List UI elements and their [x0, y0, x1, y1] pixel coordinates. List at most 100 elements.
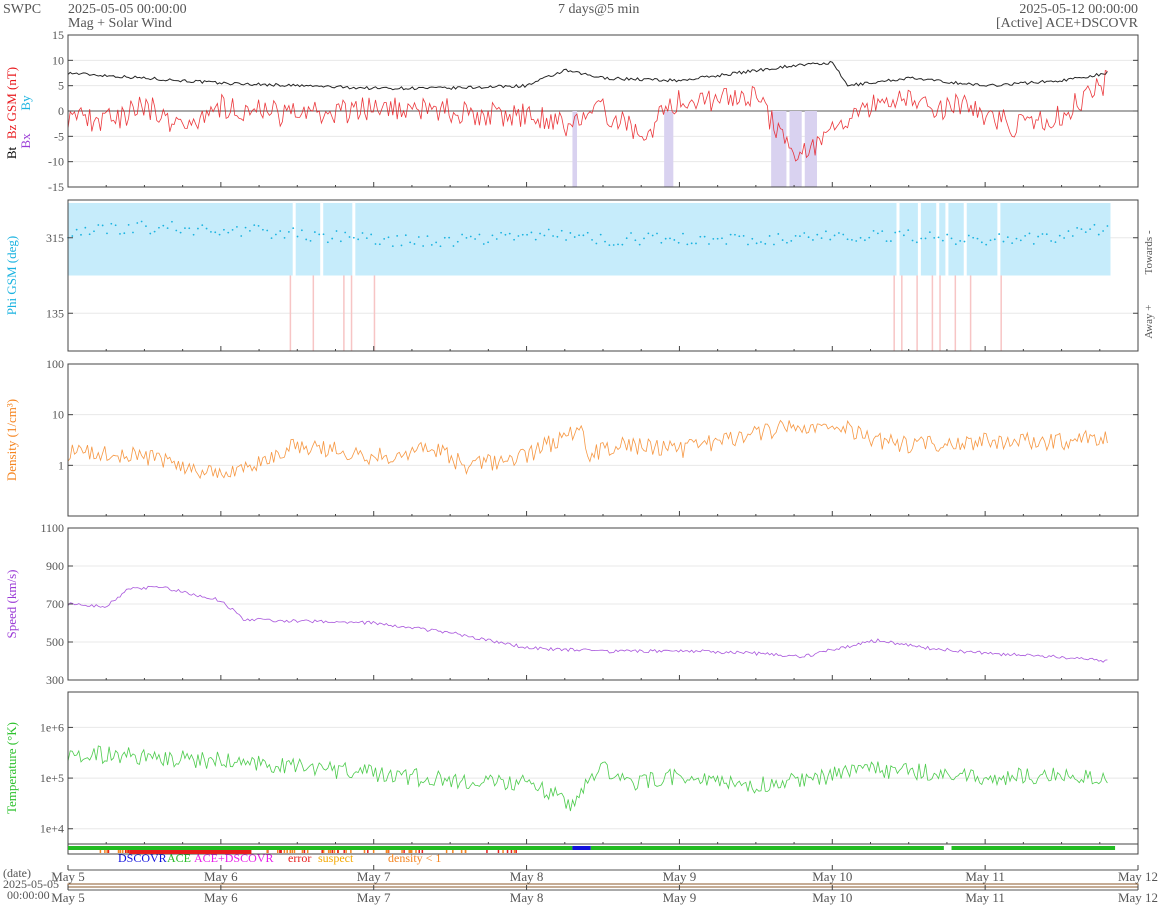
phi-gap — [896, 203, 900, 276]
phi-point — [1063, 237, 1066, 239]
speed-ytick-label: 1100 — [40, 521, 64, 535]
temperature-ytick-label: 1e+4 — [40, 822, 64, 836]
source-flag — [515, 850, 517, 853]
phi-point — [205, 227, 208, 230]
source-flag — [345, 850, 347, 853]
phi-series-phi-gsm — [67, 220, 1109, 248]
phi-away-band — [893, 275, 895, 351]
phi-point — [521, 233, 524, 236]
date-axis-bottom-tick-label: May 12 — [1118, 890, 1158, 905]
source-flag — [372, 850, 375, 853]
source-flag — [418, 850, 420, 853]
source-flag — [415, 850, 417, 853]
phi-point — [677, 241, 680, 244]
phi-point — [361, 232, 364, 234]
phi-gap — [963, 203, 967, 276]
phi-point — [179, 231, 182, 234]
phi-point — [1071, 235, 1074, 237]
phi-away-band — [939, 275, 941, 351]
phi-point — [339, 240, 342, 243]
phi-away-band — [312, 275, 315, 351]
date-axis-time: 00:00:00 — [7, 888, 50, 902]
phi-point — [786, 241, 788, 244]
phi-point — [75, 228, 78, 231]
phi-point — [426, 235, 429, 238]
phi-point — [101, 224, 104, 227]
phi-point — [461, 233, 464, 236]
phi-point — [261, 228, 264, 231]
phi-point — [941, 239, 944, 242]
phi-point — [959, 240, 962, 242]
phi-point — [993, 238, 996, 241]
mag-ytick-label: 10 — [52, 53, 64, 67]
source-flag — [124, 850, 127, 853]
phi-point — [352, 236, 355, 239]
phi-point — [556, 235, 559, 238]
phi-point — [1037, 235, 1040, 238]
phi-point — [365, 237, 368, 240]
phi-point — [413, 243, 416, 245]
phi-point — [1076, 227, 1079, 229]
phi-point — [894, 231, 897, 234]
phi-point — [695, 242, 697, 245]
phi-point — [383, 237, 386, 240]
phi-point — [760, 241, 762, 243]
source-segment-ace — [951, 846, 1116, 850]
phi-away-band — [289, 275, 292, 351]
phi-point — [972, 236, 975, 239]
phi-ylabel: Phi GSM (deg) — [4, 236, 19, 315]
phi-gap — [997, 203, 1001, 276]
phi-point — [88, 233, 91, 236]
phi-point — [816, 233, 819, 236]
phi-point — [149, 232, 152, 235]
source-flag — [306, 850, 309, 853]
phi-point — [287, 231, 290, 233]
phi-gap — [292, 203, 296, 276]
phi-point — [322, 233, 325, 236]
phi-point — [933, 236, 936, 239]
phi-point — [97, 224, 100, 226]
phi-point — [937, 236, 940, 239]
phi-point — [1084, 231, 1087, 234]
source-flag — [121, 850, 124, 853]
phi-point — [500, 231, 502, 234]
phi-point — [803, 232, 806, 234]
phi-point — [210, 231, 212, 233]
source-flag — [421, 850, 424, 853]
date-axis-strip — [67, 883, 1139, 888]
phi-point — [851, 238, 853, 241]
date-axis-top-tick-label: May 5 — [51, 869, 85, 884]
phi-point — [768, 235, 771, 237]
phi-point — [928, 231, 931, 234]
phi-point — [647, 232, 650, 235]
phi-point — [1054, 241, 1057, 243]
phi-point — [1097, 233, 1100, 236]
speed-ytick-label: 700 — [46, 597, 64, 611]
phi-point — [963, 240, 966, 243]
phi-point — [838, 232, 840, 234]
phi-point — [876, 232, 879, 235]
phi-point — [374, 243, 377, 245]
phi-point — [902, 234, 905, 237]
phi-point — [214, 231, 217, 234]
phi-point — [656, 232, 658, 235]
temperature-ytick-label: 1e+5 — [40, 771, 64, 785]
phi-away-band — [343, 275, 345, 351]
phi-point — [578, 234, 580, 237]
phi-point — [110, 222, 113, 225]
phi-point — [673, 239, 676, 241]
speed-ytick-label: 500 — [46, 635, 64, 649]
phi-point — [915, 241, 918, 244]
phi-gap — [917, 203, 921, 276]
phi-point — [409, 241, 412, 244]
source-flag — [445, 850, 448, 853]
temperature-frame — [67, 691, 1139, 845]
source-flag — [303, 850, 306, 853]
brand-label: SWPC — [3, 2, 42, 17]
source-flag — [401, 850, 403, 853]
mag-ylabel-0: Bt — [4, 146, 19, 159]
phi-point — [422, 245, 425, 247]
phi-point — [712, 237, 715, 240]
date-axis-top-tick-label: May 11 — [965, 869, 1005, 884]
phi-away-band — [954, 275, 957, 351]
